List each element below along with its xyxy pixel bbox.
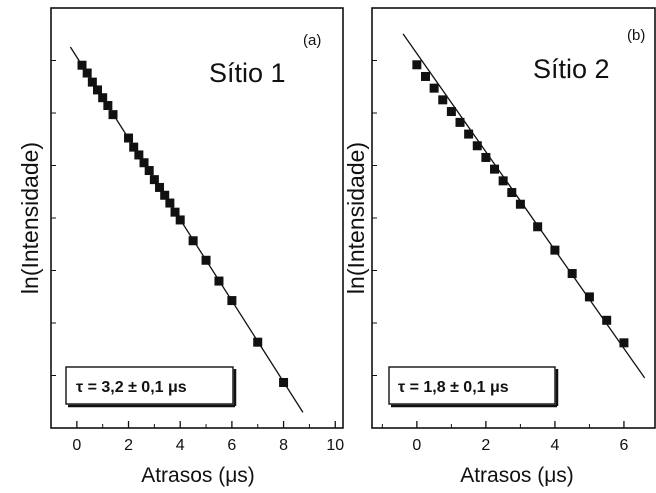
data-point: [515, 199, 525, 209]
data-point: [175, 215, 185, 225]
data-point: [77, 60, 87, 70]
data-point: [481, 152, 491, 162]
panel-label-b: (b): [627, 27, 645, 44]
x-tick-label: 4: [550, 437, 559, 454]
tau-box-b: [388, 366, 556, 405]
site-label-a: Sítio 1: [209, 58, 286, 88]
data-point: [188, 236, 198, 246]
x-ticks-a: 0 2 4 6 8 10: [50, 421, 344, 454]
data-point: [144, 166, 154, 176]
data-point: [420, 71, 430, 81]
data-point: [214, 276, 224, 286]
x-tick-label: 6: [619, 437, 628, 454]
data-point: [134, 150, 144, 160]
data-point: [464, 129, 474, 139]
data-point: [170, 207, 180, 217]
chart-panel-a: 0 2 4 6 8 10 (a) Sítio 1 τ = 3,2 ± 0,1 μs ln(…: [17, 7, 344, 487]
site-label-b: Sítio 2: [533, 54, 610, 84]
x-tick-label: 8: [279, 437, 288, 454]
data-point: [155, 182, 165, 192]
data-points-a: [77, 60, 289, 387]
data-point: [498, 176, 508, 186]
panel-label-a: (a): [303, 32, 321, 49]
data-point: [490, 164, 500, 174]
x-axis-label-a: Atrasos (μs): [141, 464, 255, 487]
tau-box-a: [65, 366, 234, 405]
x-tick-label: 0: [412, 437, 421, 454]
x-tick-label: 6: [227, 437, 236, 454]
data-point: [550, 245, 560, 255]
data-point: [129, 142, 139, 152]
data-point: [412, 60, 422, 70]
data-point: [446, 107, 456, 117]
data-point: [507, 188, 517, 198]
y-axis-label-b: ln(Intensidade): [343, 142, 369, 294]
x-tick-label: 10: [326, 437, 344, 454]
y-ticks-b: [372, 60, 377, 376]
data-points-b: [412, 60, 629, 348]
data-point: [253, 337, 263, 347]
x-tick-label: 4: [176, 437, 185, 454]
data-point: [429, 83, 439, 93]
plot-frame-a: [50, 7, 344, 429]
y-axis-label-a: ln(Intensidade): [17, 142, 43, 294]
data-point: [103, 101, 113, 111]
data-point: [455, 117, 465, 127]
x-ticks-b: 0 2 4 6: [381, 421, 628, 454]
data-point: [619, 338, 629, 348]
chart-panel-b: 0 2 4 6 (b) Sítio 2 τ = 1,8 ± 0,1 μs ln(Int…: [343, 7, 656, 487]
tau-annotation-b: τ = 1,8 ± 0,1 μs: [398, 379, 509, 396]
plot-frame-b: [371, 7, 656, 429]
data-point: [160, 190, 170, 200]
data-point: [93, 85, 103, 95]
data-point: [567, 269, 577, 279]
y-ticks-a: [51, 60, 56, 376]
data-point: [227, 296, 237, 306]
x-tick-label: 2: [124, 437, 133, 454]
data-point: [602, 315, 612, 325]
data-point: [201, 255, 211, 265]
data-point: [139, 158, 149, 168]
tau-annotation-a: τ = 3,2 ± 0,1 μs: [76, 379, 187, 396]
data-point: [87, 77, 97, 87]
data-point: [124, 133, 134, 143]
x-tick-label: 0: [72, 437, 81, 454]
data-point: [279, 377, 289, 387]
data-point: [165, 198, 175, 208]
data-point: [149, 175, 159, 185]
data-point: [82, 68, 92, 78]
data-point: [438, 95, 448, 105]
data-point: [472, 141, 482, 151]
x-tick-label: 2: [481, 437, 490, 454]
data-point: [98, 93, 108, 103]
data-point: [108, 110, 118, 120]
x-axis-label-b: Atrasos (μs): [460, 464, 574, 487]
data-point: [533, 222, 543, 232]
data-point: [584, 292, 594, 302]
